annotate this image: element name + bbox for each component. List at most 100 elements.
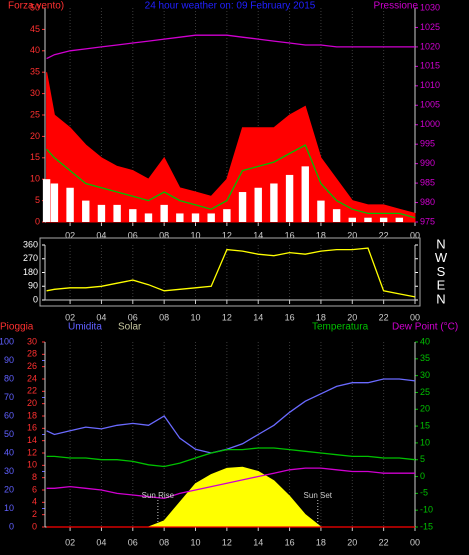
- x-tick-label: 06: [128, 230, 138, 240]
- y-tick-label: 90: [28, 281, 38, 291]
- y2-tick-label: 10: [420, 437, 430, 447]
- y2-tick-label: 35: [420, 353, 430, 363]
- x-tick-label: 14: [253, 312, 263, 322]
- x-tick-label: 22: [379, 312, 389, 322]
- y-axis-label: Forza vento): [8, 1, 64, 12]
- x-tick-label: 06: [128, 537, 138, 547]
- bar: [254, 187, 262, 222]
- line: [46, 247, 416, 298]
- legend-label: Temperatura: [312, 322, 369, 333]
- y-tick-label: 30: [30, 88, 40, 98]
- bar: [207, 213, 215, 222]
- bar: [238, 192, 247, 222]
- x-tick-label: 22: [379, 230, 389, 240]
- y3-tick-label: 12: [27, 447, 37, 457]
- y2-tick-label: 995: [420, 139, 435, 149]
- y2-tick-label: 40: [420, 336, 430, 346]
- bar: [129, 209, 137, 222]
- x-tick-label: 18: [316, 312, 326, 322]
- bar: [176, 213, 184, 222]
- y2-tick-label: 30: [420, 370, 430, 380]
- y2-tick-label: N: [436, 236, 445, 251]
- x-tick-label: 22: [379, 537, 389, 547]
- y2-tick-label: 1025: [420, 22, 440, 32]
- y2-tick-label: 985: [420, 177, 435, 187]
- x-tick-label: 12: [222, 230, 232, 240]
- y3-tick-label: 10: [27, 460, 37, 470]
- y3-tick-label: 30: [27, 336, 37, 346]
- y2-tick-label: 15: [420, 420, 430, 430]
- x-tick-label: 08: [159, 537, 169, 547]
- y3-tick-label: 2: [32, 509, 37, 519]
- y2-tick-label: 25: [420, 387, 430, 397]
- line: [46, 467, 415, 500]
- y2-tick-label: 990: [420, 158, 435, 168]
- y-tick-label: 45: [30, 24, 40, 34]
- bar: [364, 217, 372, 222]
- legend-label: Pioggia: [0, 322, 34, 333]
- x-tick-label: 02: [65, 230, 75, 240]
- bar: [395, 217, 404, 222]
- y2-tick-label: E: [437, 278, 446, 293]
- x-tick-label: 04: [96, 537, 106, 547]
- x-tick-label: 00: [410, 537, 420, 547]
- y3-tick-label: 22: [27, 386, 37, 396]
- bar: [42, 179, 51, 222]
- bar: [50, 183, 59, 222]
- y2-axis-label: Pressione: [374, 1, 419, 12]
- y2-tick-label: -10: [420, 505, 433, 515]
- y-tick-label: 180: [23, 267, 38, 277]
- x-tick-label: 10: [191, 230, 201, 240]
- y2-tick-label: S: [437, 264, 446, 279]
- bar: [113, 204, 121, 222]
- x-tick-label: 08: [159, 312, 169, 322]
- bar: [191, 213, 200, 222]
- y-tick-label: 70: [4, 392, 14, 402]
- y-tick-label: 80: [4, 373, 14, 383]
- legend-label: Umidita: [68, 322, 102, 333]
- y2-tick-label: -15: [420, 521, 433, 531]
- y-tick-label: 20: [4, 484, 14, 494]
- y-tick-label: 35: [30, 67, 40, 77]
- y-tick-label: 0: [33, 294, 38, 304]
- x-tick-label: 04: [96, 312, 106, 322]
- chart-title: 24 hour weather on: 09 February 2015: [145, 1, 316, 12]
- y2-tick-label: 975: [420, 216, 435, 226]
- y3-tick-label: 0: [32, 521, 37, 531]
- bar: [285, 174, 294, 222]
- x-tick-label: 04: [96, 230, 106, 240]
- y3-tick-label: 26: [27, 361, 37, 371]
- y2-tick-label: 1015: [420, 61, 440, 71]
- y2-tick-label: 1000: [420, 119, 440, 129]
- x-tick-label: 12: [222, 312, 232, 322]
- y-tick-label: 5: [35, 195, 40, 205]
- legend-label: Dew Point (°C): [392, 322, 458, 333]
- x-tick-label: 16: [285, 537, 295, 547]
- x-tick-label: 00: [410, 230, 420, 240]
- x-tick-label: 00: [410, 312, 420, 322]
- y3-tick-label: 16: [27, 423, 37, 433]
- y-tick-label: 0: [9, 521, 14, 531]
- y3-tick-label: 4: [32, 497, 37, 507]
- y3-tick-label: 18: [27, 410, 37, 420]
- bar: [66, 187, 74, 222]
- y3-tick-label: 6: [32, 484, 37, 494]
- line: [46, 144, 416, 219]
- bar: [301, 166, 309, 222]
- y2-tick-label: 5: [420, 454, 425, 464]
- y-tick-label: 15: [30, 152, 40, 162]
- x-tick-label: 10: [191, 312, 201, 322]
- y-tick-label: 10: [30, 174, 40, 184]
- bar: [270, 183, 278, 222]
- y-tick-label: 0: [35, 216, 40, 226]
- y2-tick-label: 1030: [420, 2, 440, 12]
- bar: [82, 200, 90, 222]
- bar: [223, 209, 231, 222]
- x-tick-label: 20: [347, 230, 357, 240]
- y-tick-label: 50: [30, 2, 40, 12]
- x-tick-label: 12: [222, 537, 232, 547]
- y-tick-label: 360: [23, 239, 38, 249]
